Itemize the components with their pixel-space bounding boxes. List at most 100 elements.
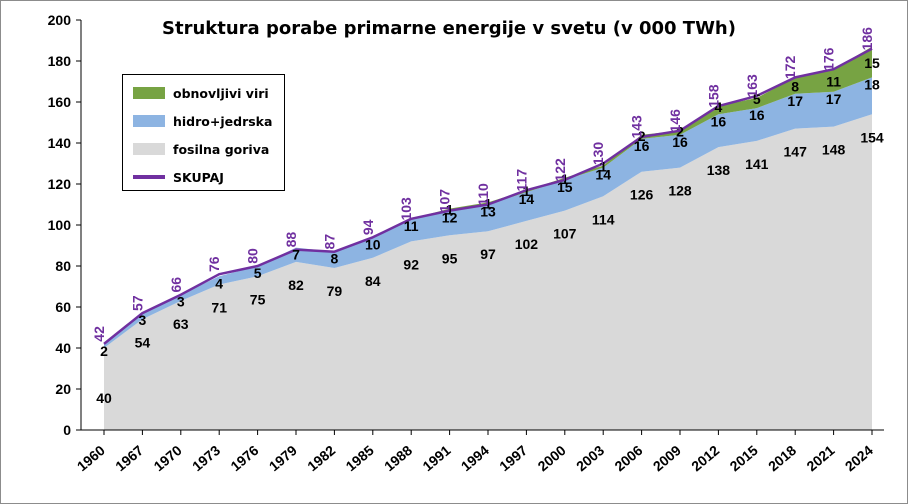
data-label-obnovljivi-viri: 2 (638, 128, 646, 144)
data-label-skupaj: 130 (590, 142, 606, 166)
data-label-hidro-jedrska: 14 (595, 167, 611, 183)
data-label-skupaj: 158 (705, 84, 721, 108)
data-label-hidro-jedrska: 7 (292, 247, 300, 263)
x-tick-label: 1973 (189, 442, 223, 474)
data-label-fosilna-goriva: 75 (250, 291, 266, 307)
data-label-hidro-jedrska: 14 (519, 191, 535, 207)
legend-item-fosilna-goriva: fosilna goriva (133, 138, 269, 160)
x-tick-label: 1985 (343, 442, 377, 474)
data-label-hidro-jedrska: 5 (254, 265, 262, 281)
data-label-fosilna-goriva: 148 (822, 142, 846, 158)
y-tick-label: 20 (55, 381, 71, 397)
data-label-skupaj: 172 (782, 56, 798, 80)
legend-label-fosilna-goriva: fosilna goriva (173, 141, 270, 157)
data-label-hidro-jedrska: 12 (442, 210, 458, 226)
data-label-skupaj: 88 (283, 232, 299, 248)
chart-title: Struktura porabe primarne energije v sve… (162, 18, 736, 39)
y-tick-label: 0 (63, 422, 71, 438)
y-tick-label: 140 (48, 135, 72, 151)
data-label-obnovljivi-viri: 1 (523, 183, 531, 199)
y-tick-label: 100 (48, 217, 72, 233)
data-label-hidro-jedrska: 3 (177, 294, 185, 310)
x-tick-label: 2024 (842, 442, 876, 474)
data-label-fosilna-goriva: 141 (745, 156, 769, 172)
data-label-obnovljivi-viri: 1 (599, 159, 607, 175)
y-tick-label: 40 (55, 340, 71, 356)
data-label-obnovljivi-viri: 4 (715, 99, 723, 115)
x-tick-label: 2012 (688, 442, 722, 474)
x-tick-label: 1976 (227, 442, 261, 474)
data-label-skupaj: 103 (398, 197, 414, 221)
data-label-skupaj: 146 (667, 109, 683, 133)
line-skupaj (103, 47, 873, 345)
data-label-hidro-jedrska: 16 (711, 113, 727, 129)
data-label-fosilna-goriva: 154 (860, 129, 884, 145)
data-label-fosilna-goriva: 114 (592, 211, 615, 227)
x-tick-label: 1970 (151, 442, 185, 474)
y-tick-label: 200 (48, 12, 72, 28)
data-label-fosilna-goriva: 92 (403, 256, 419, 272)
x-tick-label: 1997 (496, 442, 530, 474)
legend-item-skupaj: SKUPAJ (133, 166, 224, 188)
data-label-obnovljivi-viri: 1 (484, 195, 492, 211)
data-label-fosilna-goriva: 126 (630, 187, 654, 203)
data-label-hidro-jedrska: 16 (749, 107, 765, 123)
y-tick-label: 80 (55, 258, 71, 274)
data-label-obnovljivi-viri: 1 (446, 202, 454, 218)
data-label-skupaj: 57 (129, 295, 145, 311)
legend-swatch-fosilna-goriva (133, 143, 165, 155)
data-label-fosilna-goriva: 84 (365, 273, 381, 289)
data-label-obnovljivi-viri: 11 (826, 73, 841, 89)
x-tick-label: 1960 (74, 442, 108, 474)
legend-swatch-hidro-jedrska (133, 115, 165, 127)
data-label-obnovljivi-viri: 2 (676, 124, 684, 140)
data-label-obnovljivi-viri: 1 (561, 171, 569, 187)
legend-label-skupaj: SKUPAJ (173, 169, 224, 185)
data-label-fosilna-goriva: 54 (135, 334, 151, 350)
data-label-fosilna-goriva: 63 (173, 316, 189, 332)
x-tick-label: 1988 (381, 442, 415, 474)
x-tick-label: 2006 (611, 442, 645, 474)
data-label-fosilna-goriva: 107 (553, 226, 577, 242)
data-label-skupaj: 163 (744, 74, 760, 98)
x-tick-label: 2000 (535, 442, 569, 474)
data-label-skupaj: 66 (168, 277, 184, 293)
data-label-fosilna-goriva: 147 (784, 144, 808, 160)
data-label-fosilna-goriva: 79 (327, 283, 343, 299)
x-tick-label: 1991 (419, 442, 453, 474)
x-tick-label: 1979 (266, 442, 300, 474)
data-label-hidro-jedrska: 10 (365, 236, 381, 252)
data-label-hidro-jedrska: 16 (634, 138, 650, 154)
x-tick-label: 1982 (304, 442, 338, 474)
data-label-skupaj: 110 (475, 183, 491, 206)
data-label-skupaj: 76 (206, 256, 222, 272)
legend-line-skupaj (133, 175, 165, 179)
data-label-skupaj: 80 (245, 248, 261, 264)
data-label-fosilna-goriva: 97 (480, 246, 496, 262)
data-label-skupaj: 107 (437, 189, 453, 213)
legend-item-obnovljivi-viri: obnovljivi viri (133, 82, 269, 104)
data-label-hidro-jedrska: 8 (331, 251, 339, 267)
y-tick-label: 160 (48, 94, 72, 110)
data-label-hidro-jedrska: 16 (672, 134, 688, 150)
x-tick-label: 2015 (727, 442, 761, 474)
data-label-obnovljivi-viri: 5 (753, 91, 761, 107)
x-tick-label: 2003 (573, 442, 607, 474)
data-label-hidro-jedrska: 18 (864, 76, 880, 92)
y-tick-label: 120 (48, 176, 72, 192)
legend: obnovljivi viri hidro+jedrska fosilna go… (122, 74, 285, 191)
data-label-skupaj: 176 (821, 47, 837, 71)
data-label-fosilna-goriva: 71 (211, 299, 227, 315)
area-hidro-jedrska (104, 77, 872, 349)
y-tick-label: 180 (48, 53, 72, 69)
data-label-skupaj: 143 (629, 115, 645, 139)
x-tick-label: 1994 (458, 442, 492, 474)
x-tick-label: 2018 (765, 442, 799, 474)
data-label-fosilna-goriva: 102 (515, 236, 539, 252)
legend-label-hidro-jedrska: hidro+jedrska (173, 113, 273, 129)
data-label-skupaj: 94 (360, 219, 376, 235)
data-label-skupaj: 87 (321, 234, 337, 250)
data-label-hidro-jedrska: 17 (826, 91, 842, 107)
